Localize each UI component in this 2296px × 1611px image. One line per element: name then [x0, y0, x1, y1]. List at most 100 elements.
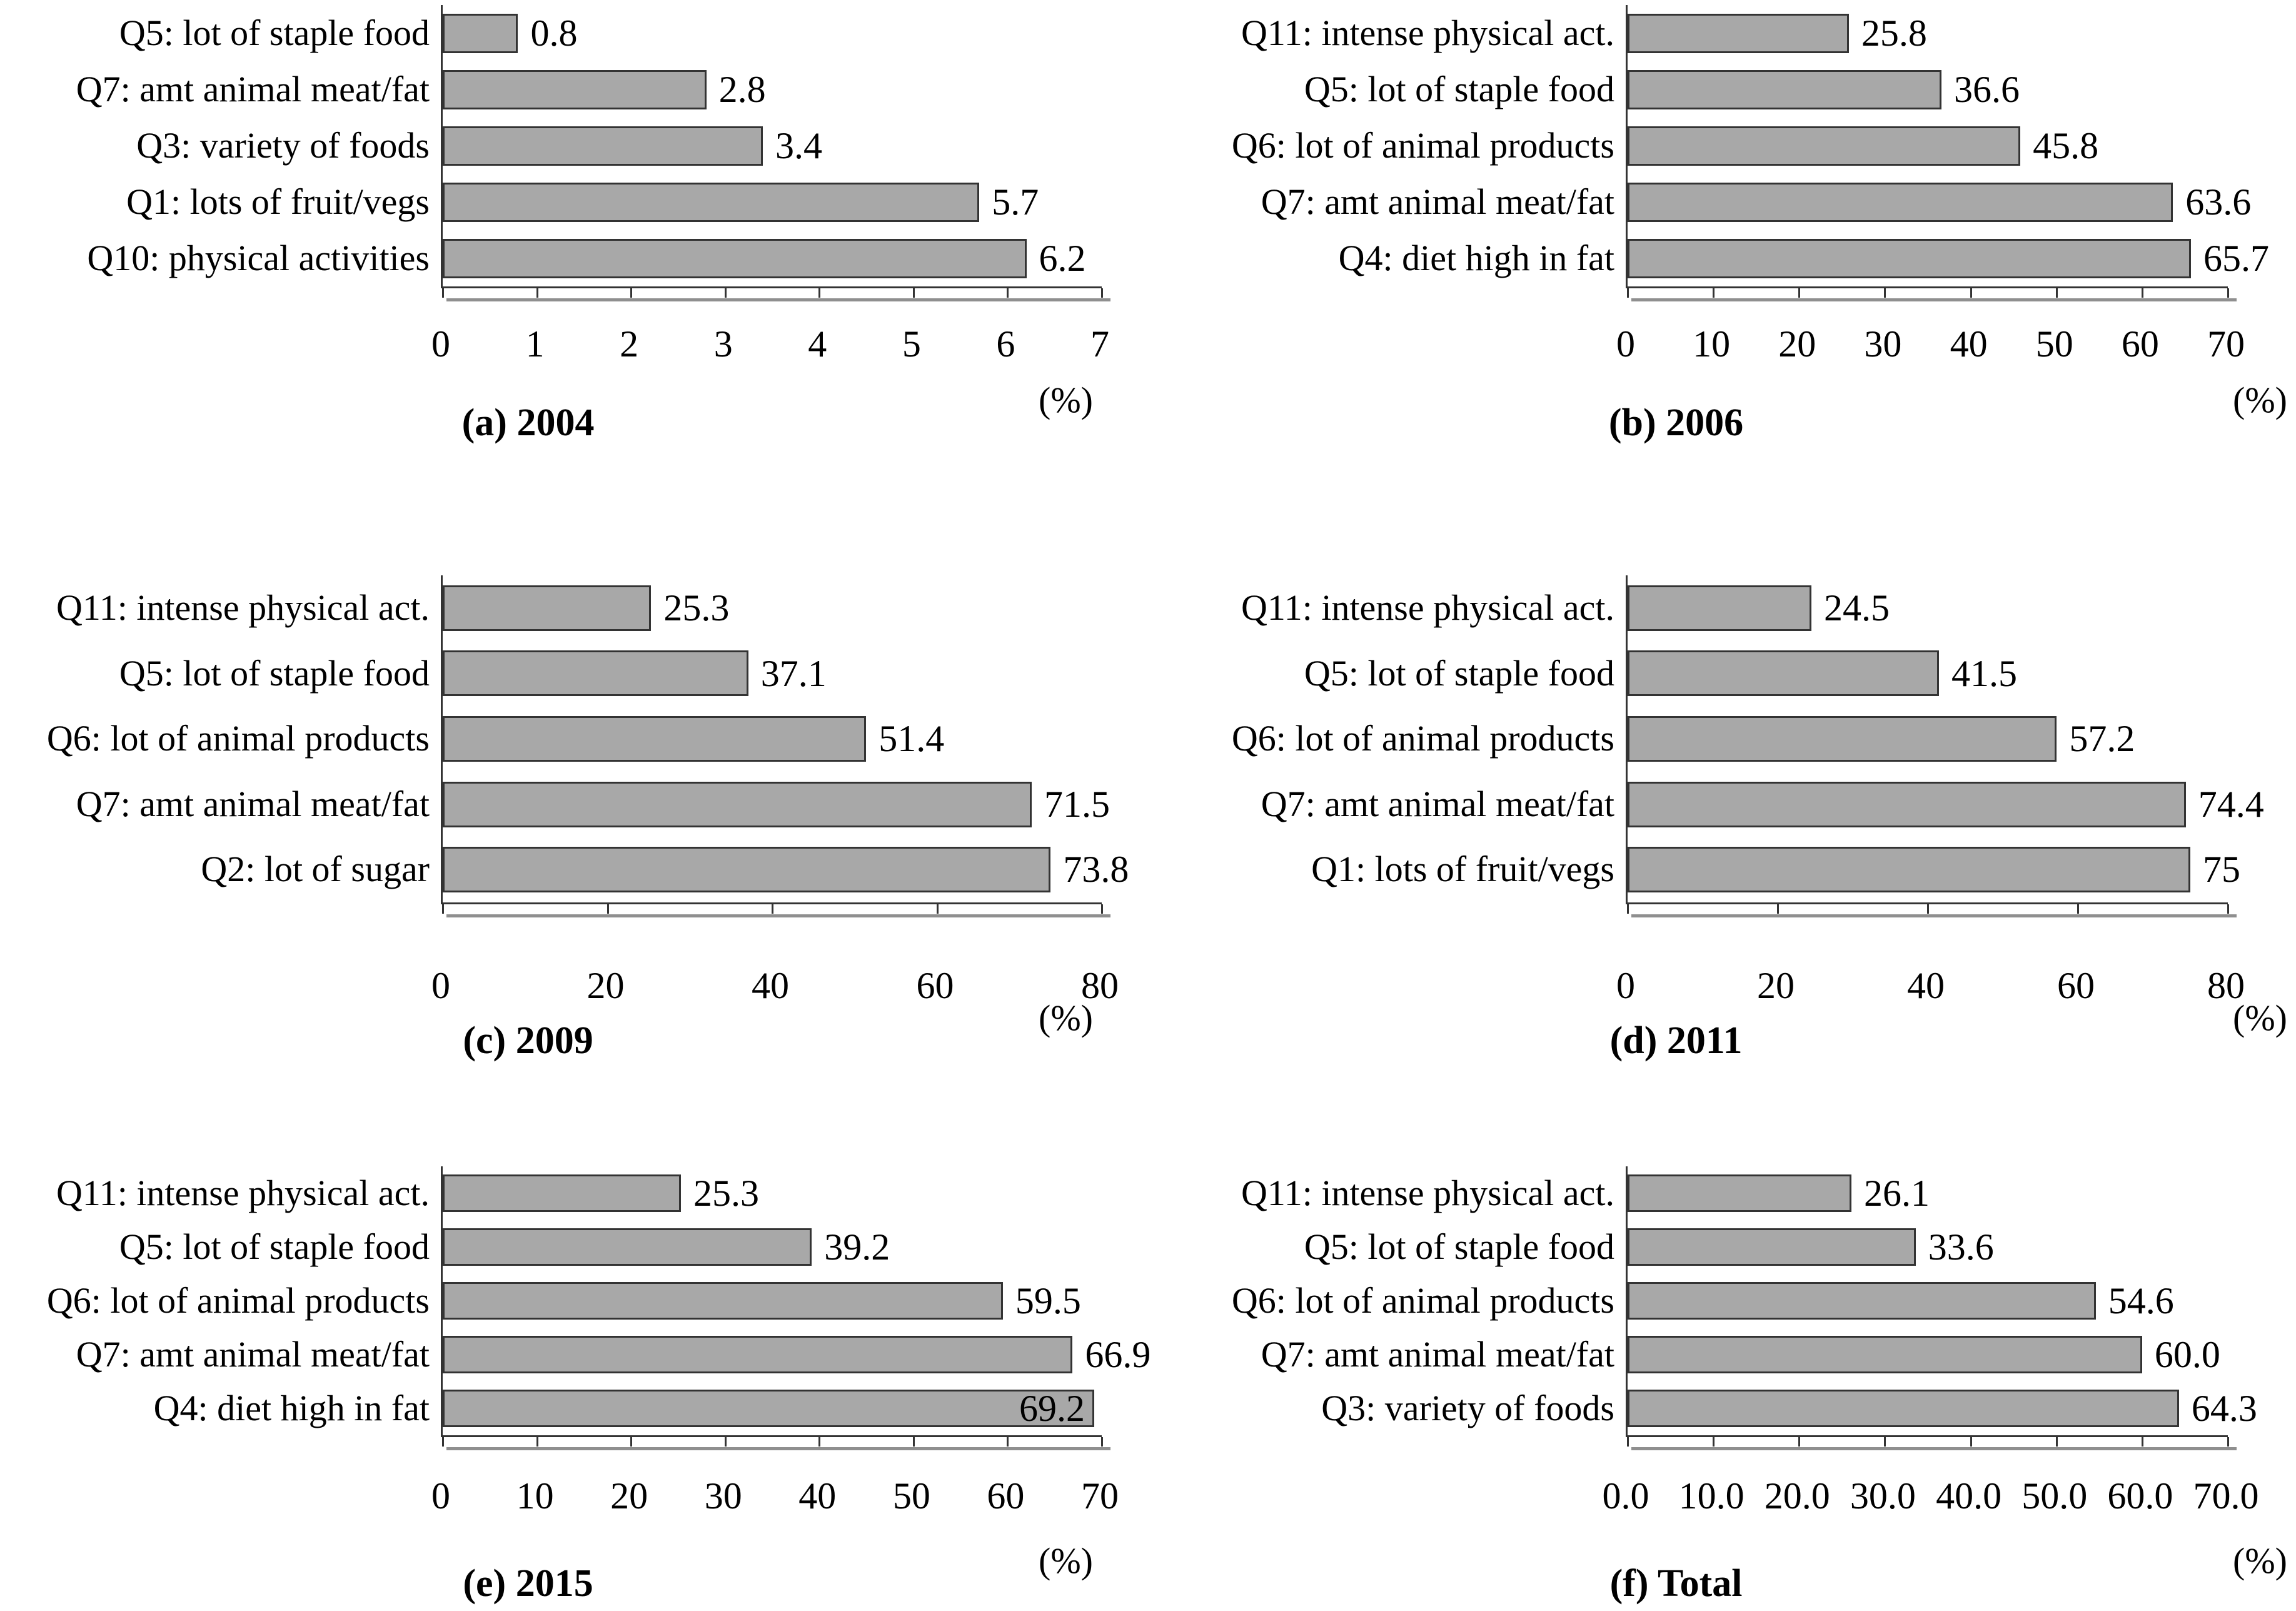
- x-axis-tick: [2227, 904, 2229, 914]
- bar: [1628, 238, 2192, 278]
- category-label: Q3: variety of foods: [136, 125, 430, 166]
- category-label: Q7: amt animal meat/fat: [76, 69, 430, 109]
- percent-label: (%): [1039, 1540, 1093, 1581]
- x-axis-tick: [936, 904, 939, 914]
- x-axis-tick-label: 5: [902, 323, 921, 365]
- x-axis-tick: [1627, 904, 1629, 914]
- plot-area: 25.8 36.6 45.8 63.6 65.7: [1626, 5, 2269, 301]
- x-axis-tick: [772, 904, 773, 914]
- bar: [1628, 716, 2057, 762]
- category-label: Q10: physical activities: [87, 238, 430, 278]
- category-label: Q6: lot of animal products: [46, 718, 430, 759]
- x-axis-tick: [1970, 1437, 1972, 1447]
- x-axis-tick: [1798, 1437, 1801, 1447]
- bar: [1628, 585, 1811, 631]
- x-axis-tick: [2141, 288, 2143, 298]
- bar-value-label: 63.6: [2185, 181, 2252, 223]
- x-axis-tick: [1101, 904, 1103, 914]
- axis-shadow: [446, 1447, 1110, 1450]
- x-axis-tick: [1884, 288, 1886, 298]
- bar: [443, 1336, 1073, 1373]
- category-label: Q6: lot of animal products: [1231, 125, 1614, 166]
- chart-panel-c: Q11: intense physical act. Q5: lot of sta…: [0, 493, 1148, 1062]
- x-axis-tick-label: 70: [1081, 1475, 1119, 1517]
- category-label: Q1: lots of fruit/vegs: [1311, 849, 1614, 890]
- x-axis-tick: [1101, 288, 1103, 298]
- x-axis-tick-label: 0: [431, 323, 450, 365]
- chart-panel-e: Q11: intense physical act. Q5: lot of sta…: [0, 1061, 1151, 1611]
- bar-value-label: 51.4: [879, 718, 945, 760]
- bar-value-label: 66.9: [1085, 1334, 1151, 1375]
- x-axis-tick-label: 70.0: [2193, 1475, 2259, 1517]
- x-axis-tick-label: 30: [1864, 323, 1902, 365]
- x-axis-tick: [1884, 1437, 1886, 1447]
- x-axis-tick-label: 7: [1090, 323, 1109, 365]
- x-axis-tick: [1627, 288, 1629, 298]
- plot-area: 26.1 33.6 54.6 60.0 64.3: [1626, 1166, 2257, 1450]
- bar-value-label: 69.2: [1019, 1388, 1085, 1429]
- x-axis-tick-label: 60: [916, 965, 954, 1006]
- x-axis-tick-label: 50.0: [2022, 1475, 2088, 1517]
- x-axis-tick: [2055, 288, 2058, 298]
- bar-value-label: 25.8: [1861, 13, 1927, 54]
- bar-value-label: 71.5: [1044, 783, 1110, 825]
- bar-value-label: 26.1: [1863, 1173, 1930, 1214]
- bar-value-label: 65.7: [2203, 238, 2270, 279]
- axis-shadow: [446, 914, 1110, 917]
- x-axis-tick-label: 30: [704, 1475, 742, 1517]
- x-axis-tick: [724, 288, 727, 298]
- chart-panel-a: Q5: lot of staple food Q7: amt animal mea…: [0, 0, 1148, 493]
- x-axis-tick: [724, 1437, 727, 1447]
- bar: [443, 69, 707, 109]
- x-axis-tick: [818, 288, 821, 298]
- x-axis-tick: [1713, 1437, 1715, 1447]
- x-axis-tick: [536, 288, 538, 298]
- plot-area: 24.5 41.5 57.2 74.4 75: [1626, 575, 2264, 917]
- x-axis-tick-label: 0: [1616, 323, 1635, 365]
- bar-value-label: 37.1: [760, 652, 827, 694]
- x-axis-tick-label: 50: [892, 1475, 930, 1517]
- x-axis-tick-label: 20: [610, 1475, 648, 1517]
- bar-value-label: 3.4: [775, 125, 822, 166]
- bar-value-label: 36.6: [1953, 69, 2020, 110]
- bar: [1628, 13, 1849, 53]
- x-axis-tick: [442, 1437, 444, 1447]
- bar-value-label: 64.3: [2191, 1388, 2257, 1429]
- x-axis-tick: [630, 1437, 633, 1447]
- axis-shadow: [1631, 298, 2237, 301]
- bar-value-label: 74.4: [2198, 783, 2264, 825]
- x-axis-tick: [2055, 1437, 2058, 1447]
- bar: [1628, 1174, 1851, 1212]
- chart-panel-b: Q11: intense physical act. Q5: lot of sta…: [1148, 0, 2296, 493]
- bar: [443, 1282, 1003, 1320]
- bar-value-label: 33.6: [1928, 1226, 1994, 1268]
- panel-caption: (f) Total: [1609, 1562, 1743, 1605]
- x-axis-tick-label: 20: [1778, 323, 1816, 365]
- x-axis-tick: [536, 1437, 538, 1447]
- x-axis-tick-label: 40: [752, 965, 789, 1006]
- x-axis-tick-label: 2: [620, 323, 639, 365]
- x-axis-tick-label: 40: [798, 1475, 837, 1517]
- x-axis-tick-label: 30.0: [1850, 1475, 1916, 1517]
- bar-value-label: 24.5: [1824, 587, 1890, 629]
- bar: [1628, 182, 2173, 222]
- bar-value-label: 25.3: [693, 1173, 759, 1214]
- category-label: Q7: amt animal meat/fat: [76, 783, 430, 824]
- x-axis-tick: [607, 904, 609, 914]
- x-axis-tick: [912, 288, 915, 298]
- category-label: Q5: lot of staple food: [1304, 1226, 1614, 1267]
- x-axis-tick: [1927, 904, 1929, 914]
- bar: [443, 182, 980, 222]
- x-axis-tick-label: 80: [1081, 965, 1119, 1006]
- percent-label: (%): [1039, 997, 1093, 1038]
- bar-value-label: 73.8: [1063, 849, 1129, 891]
- percent-label: (%): [2233, 997, 2287, 1038]
- x-axis-tick: [1007, 1437, 1009, 1447]
- x-axis-tick-label: 60.0: [2107, 1475, 2173, 1517]
- percent-label: (%): [2233, 380, 2287, 420]
- bar-value-label: 45.8: [2033, 125, 2099, 166]
- x-axis-tick-label: 60: [987, 1475, 1025, 1517]
- category-label: Q7: amt animal meat/fat: [1261, 783, 1614, 824]
- bar-value-label: 0.8: [530, 13, 578, 54]
- x-axis-tick-label: 40: [1907, 965, 1945, 1006]
